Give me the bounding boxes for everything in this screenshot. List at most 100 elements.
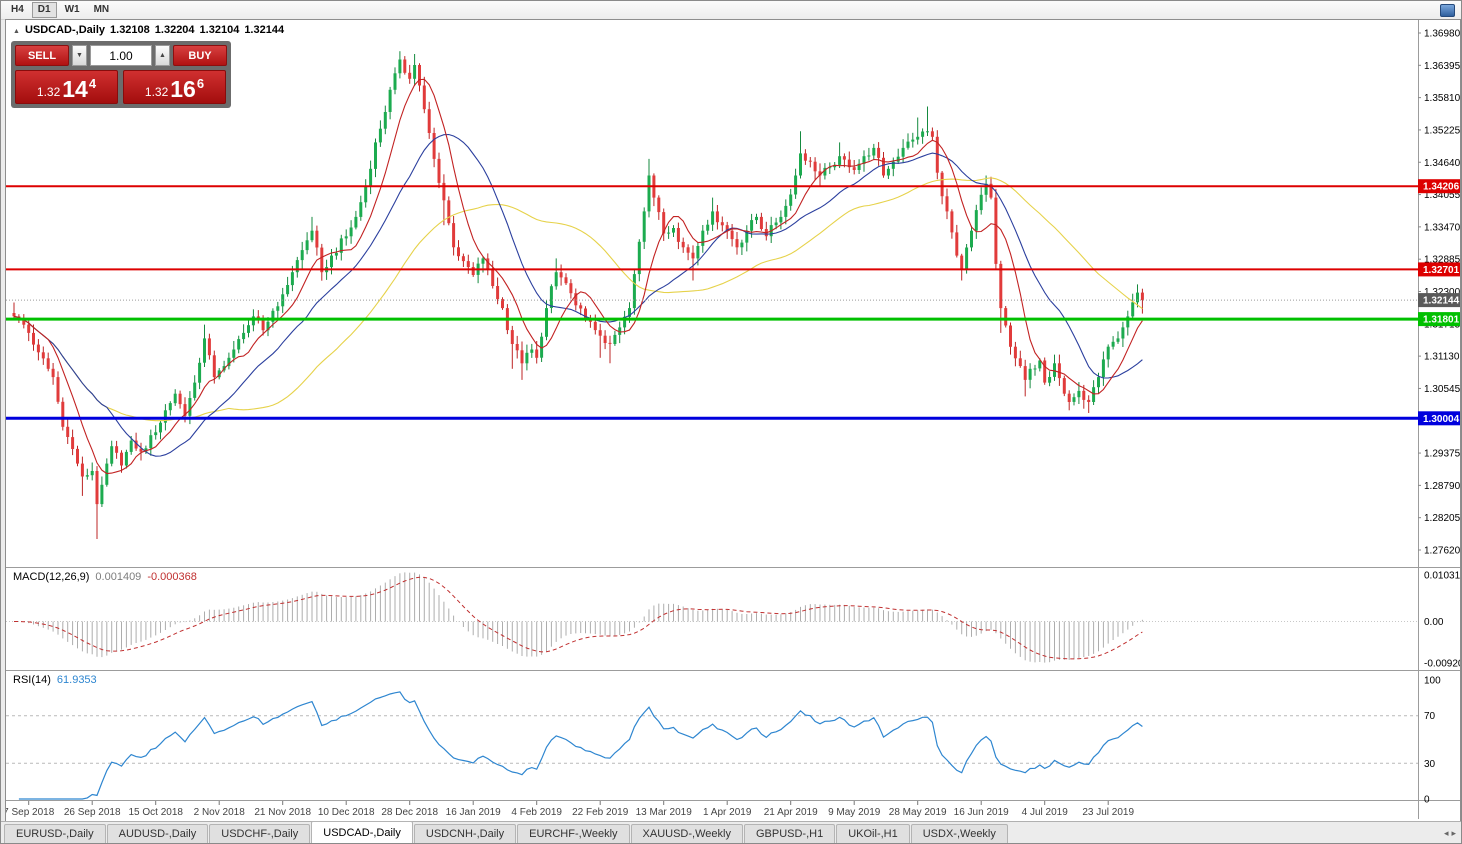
svg-text:30: 30 xyxy=(1424,759,1436,770)
svg-text:22 Feb 2019: 22 Feb 2019 xyxy=(572,807,629,818)
svg-text:0.00: 0.00 xyxy=(1424,617,1444,628)
svg-text:1.32885: 1.32885 xyxy=(1424,255,1460,266)
chart-canvas[interactable]: 1.36980 1.36395 1.35810 1.35225 1.34640 1.340… xyxy=(6,20,1460,819)
svg-text:4 Feb 2019: 4 Feb 2019 xyxy=(511,807,562,818)
chart-tab-eurusd-daily[interactable]: EURUSD-,Daily xyxy=(4,824,106,843)
period-button-d1[interactable]: D1 xyxy=(31,2,57,18)
sell-price-prefix: 1.32 xyxy=(36,85,61,99)
svg-text:1.30545: 1.30545 xyxy=(1424,384,1460,395)
svg-text:100: 100 xyxy=(1424,676,1441,687)
svg-text:28 Dec 2018: 28 Dec 2018 xyxy=(381,807,438,818)
svg-text:70: 70 xyxy=(1424,711,1436,722)
ohlc-low: 1.32104 xyxy=(199,24,240,36)
volume-increase-button[interactable]: ▲ xyxy=(155,45,170,66)
chart-tab-usdchf-daily[interactable]: USDCHF-,Daily xyxy=(209,824,311,843)
svg-text:1.34055: 1.34055 xyxy=(1424,190,1460,201)
period-button-h4[interactable]: H4 xyxy=(11,4,24,15)
chart-tab-usdcnh-daily[interactable]: USDCNH-,Daily xyxy=(413,824,517,843)
svg-text:1.35810: 1.35810 xyxy=(1424,93,1460,104)
volume-input[interactable]: 1.00 xyxy=(90,45,152,66)
svg-text:2 Nov 2018: 2 Nov 2018 xyxy=(194,807,246,818)
svg-text:1.32300: 1.32300 xyxy=(1424,287,1460,298)
ohlc-open: 1.32108 xyxy=(110,24,150,36)
chart-symbol-label: USDCAD-,Daily xyxy=(24,24,106,36)
svg-text:1.32144: 1.32144 xyxy=(1423,296,1460,307)
tab-scroll: ◂ ▸ xyxy=(1444,828,1456,839)
sell-price-point: 4 xyxy=(88,76,97,91)
chart-tab-gbpusd-h1[interactable]: GBPUSD-,H1 xyxy=(743,824,836,843)
ohlc-close: 1.32144 xyxy=(244,24,285,36)
svg-text:1.36395: 1.36395 xyxy=(1424,61,1460,72)
svg-text:10 Dec 2018: 10 Dec 2018 xyxy=(318,807,375,818)
period-buttons: H4 D1 W1 MN xyxy=(5,2,115,18)
tab-scroll-left-icon[interactable]: ◂ xyxy=(1443,828,1449,838)
svg-text:1.33470: 1.33470 xyxy=(1424,222,1460,233)
tab-scroll-right-icon[interactable]: ▸ xyxy=(1451,828,1456,838)
svg-text:1.35225: 1.35225 xyxy=(1424,125,1460,136)
svg-text:1.34640: 1.34640 xyxy=(1424,158,1460,169)
chart-tabs-bar: EURUSD-,Daily AUDUSD-,Daily USDCHF-,Daily U… xyxy=(1,821,1461,843)
buy-price-prefix: 1.32 xyxy=(144,85,169,99)
svg-text:1.31130: 1.31130 xyxy=(1424,352,1460,363)
svg-text:0.01031: 0.01031 xyxy=(1424,571,1460,582)
chart-tab-usdcad-daily[interactable]: USDCAD-,Daily xyxy=(311,821,413,843)
svg-text:1.34206: 1.34206 xyxy=(1423,182,1460,193)
svg-text:4 Jul 2019: 4 Jul 2019 xyxy=(1022,807,1069,818)
svg-text:1.27620: 1.27620 xyxy=(1424,546,1460,557)
buy-price-button[interactable]: 1.32 16 6 xyxy=(123,70,226,104)
svg-text:21 Apr 2019: 21 Apr 2019 xyxy=(764,807,818,818)
chart-tab-ukoil-h1[interactable]: UKOil-,H1 xyxy=(836,824,910,843)
chart-marker-icon: ▲ xyxy=(13,28,20,35)
svg-text:16 Jan 2019: 16 Jan 2019 xyxy=(446,807,501,818)
macd-name: MACD(12,26,9) xyxy=(13,571,90,583)
svg-text:23 Jul 2019: 23 Jul 2019 xyxy=(1082,807,1134,818)
volume-up-icon: ▲ xyxy=(159,52,166,59)
macd-signal-value: -0.000368 xyxy=(147,571,197,583)
rsi-header: RSI(14) 61.9353 xyxy=(13,674,97,686)
period-button-w1[interactable]: W1 xyxy=(64,4,80,15)
svg-text:13 Mar 2019: 13 Mar 2019 xyxy=(636,807,693,818)
sell-price-button[interactable]: 1.32 14 4 xyxy=(15,70,118,104)
chart-tabs: EURUSD-,Daily AUDUSD-,Daily USDCHF-,Daily U… xyxy=(4,821,1009,843)
one-click-trading-panel: SELL ▼ 1.00 ▲ BUY 1.32 14 4 1.32 16 6 xyxy=(11,41,231,108)
svg-text:1.28790: 1.28790 xyxy=(1424,481,1460,492)
rsi-name: RSI(14) xyxy=(13,674,51,686)
svg-text:7 Sep 2018: 7 Sep 2018 xyxy=(6,807,55,818)
chart-tab-usdx-weekly[interactable]: USDX-,Weekly xyxy=(910,824,1008,843)
svg-text:1.36980: 1.36980 xyxy=(1424,29,1460,40)
chart-tab-xauusd-weekly[interactable]: XAUUSD-,Weekly xyxy=(630,824,743,843)
svg-text:16 Jun 2019: 16 Jun 2019 xyxy=(954,807,1009,818)
svg-text:1.30004: 1.30004 xyxy=(1423,414,1460,425)
volume-decrease-button[interactable]: ▼ xyxy=(72,45,87,66)
svg-text:1 Apr 2019: 1 Apr 2019 xyxy=(703,807,752,818)
svg-text:28 May 2019: 28 May 2019 xyxy=(889,807,947,818)
toolbar: H4 D1 W1 MN xyxy=(1,1,1461,20)
rsi-value: 61.9353 xyxy=(56,674,97,686)
window-icon[interactable] xyxy=(1440,4,1455,17)
chart-tab-audusd-daily[interactable]: AUDUSD-,Daily xyxy=(106,824,209,843)
chart-tab-eurchf-weekly[interactable]: EURCHF-,Weekly xyxy=(517,824,630,843)
period-button-mn[interactable]: MN xyxy=(93,4,110,15)
buy-button[interactable]: BUY xyxy=(173,45,227,66)
svg-text:-0.00920: -0.00920 xyxy=(1424,659,1460,670)
buy-price-point: 6 xyxy=(196,76,205,91)
sell-button[interactable]: SELL xyxy=(15,45,69,66)
sell-price-pips: 14 xyxy=(62,76,88,103)
svg-text:1.31801: 1.31801 xyxy=(1423,315,1460,326)
svg-text:9 May 2019: 9 May 2019 xyxy=(828,807,881,818)
svg-text:1.32701: 1.32701 xyxy=(1423,265,1460,276)
volume-down-icon: ▼ xyxy=(76,52,83,59)
macd-main-value: 0.001409 xyxy=(95,571,142,583)
svg-text:15 Oct 2018: 15 Oct 2018 xyxy=(128,807,183,818)
svg-text:0: 0 xyxy=(1424,795,1430,806)
ohlc-high: 1.32204 xyxy=(154,24,195,36)
buy-price-pips: 16 xyxy=(170,76,196,103)
macd-header: MACD(12,26,9) 0.001409 -0.000368 xyxy=(13,571,197,583)
svg-text:1.29375: 1.29375 xyxy=(1424,449,1460,460)
chart-area: 1.36980 1.36395 1.35810 1.35225 1.34640 1.340… xyxy=(5,19,1461,822)
chart-title: ▲ USDCAD-,Daily 1.32108 1.32204 1.32104 … xyxy=(13,24,284,36)
svg-text:1.28205: 1.28205 xyxy=(1424,513,1460,524)
svg-text:21 Nov 2018: 21 Nov 2018 xyxy=(254,807,311,818)
svg-text:26 Sep 2018: 26 Sep 2018 xyxy=(64,807,121,818)
